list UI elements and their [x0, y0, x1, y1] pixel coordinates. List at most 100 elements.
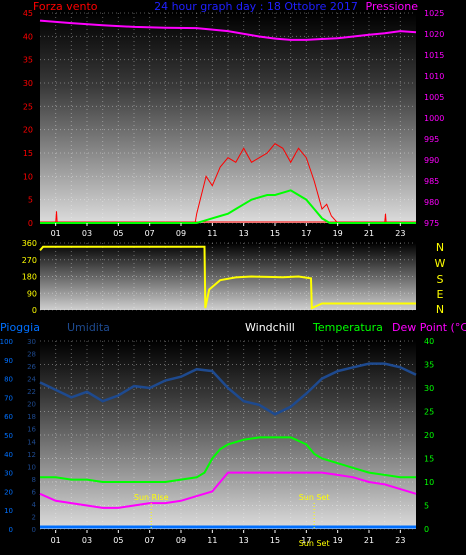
- umidita-y-tick-label: 20: [27, 401, 36, 409]
- wind-y-tick-label: 25: [23, 102, 33, 111]
- x-tick-label: 17: [301, 229, 311, 238]
- x-tick-label: 01: [51, 536, 61, 545]
- wind-pressure-plot-area: [40, 13, 416, 223]
- x-tick-label: 21: [364, 536, 374, 545]
- pressure-y-tick-label: 975: [424, 219, 439, 228]
- temperature-humidity-axes: 0102030405060708090100024681012141618202…: [0, 337, 434, 545]
- pressione-label: Pressione: [366, 0, 419, 13]
- pioggia-y-tick-label: 10: [4, 507, 13, 515]
- temperature-y-tick-label: 0: [424, 525, 429, 534]
- wind-y-tick-label: 20: [23, 126, 33, 135]
- wind-pressure-series: [39, 19, 417, 224]
- x-tick-label: 09: [176, 536, 186, 545]
- direction-y-tick-label: 180: [22, 273, 37, 282]
- sunset-label-bottom: Sun Set: [299, 539, 330, 548]
- direction-y-tick-label: 360: [22, 239, 37, 248]
- pressure-y-tick-label: 1000: [424, 114, 444, 123]
- umidita-y-tick-label: 22: [27, 388, 36, 396]
- pressure-y-tick-label: 1015: [424, 51, 444, 60]
- temperature-humidity-series: [39, 362, 417, 529]
- temperature-y-tick-label: 35: [424, 361, 434, 370]
- wind-direction-series: [39, 245, 416, 310]
- temperature-y-tick-label: 20: [424, 431, 434, 440]
- temperature-humidity-plot-area: [40, 341, 416, 529]
- umidita-y-tick-label: 24: [27, 376, 36, 384]
- x-tick-label: 19: [333, 229, 343, 238]
- x-tick-label: 21: [364, 229, 374, 238]
- umidita-y-tick-label: 4: [32, 501, 37, 509]
- pressure-y-tick-label: 1025: [424, 9, 444, 18]
- wind-direction-grid: [40, 242, 416, 311]
- temperature-line: [40, 436, 416, 483]
- x-tick-label: 13: [239, 229, 249, 238]
- umidita-y-tick-label: 18: [27, 413, 36, 421]
- pressure-y-tick-label: 1010: [424, 72, 444, 81]
- forza-vento-label: Forza vento: [33, 0, 98, 13]
- x-tick-label: 17: [301, 536, 311, 545]
- wind-y-tick-label: 0: [28, 219, 33, 228]
- wind-y-tick-label: 35: [23, 56, 33, 65]
- umidita-y-tick-label: 14: [27, 438, 36, 446]
- wind-direction-axes: 0 90 180 270 360: [22, 239, 37, 315]
- wind-gust-line: [40, 143, 416, 224]
- pressure-y-tick-label: 980: [424, 198, 439, 207]
- pressure-y-tick-label: 995: [424, 135, 439, 144]
- pioggia-y-tick-label: 80: [4, 376, 13, 384]
- x-tick-label: 23: [395, 229, 405, 238]
- temperatura-label: Temperatura: [312, 321, 383, 334]
- dew-point-label: Dew Point (°C): [392, 321, 466, 334]
- x-tick-label: 01: [51, 229, 61, 238]
- temperature-y-tick-label: 25: [424, 408, 434, 417]
- umidita-y-tick-label: 16: [27, 426, 36, 434]
- temperature-y-tick-label: 40: [424, 337, 434, 346]
- umidita-y-tick-label: 8: [32, 476, 36, 484]
- compass-n-top: N: [436, 241, 444, 254]
- direction-y-tick-label: 0: [32, 306, 37, 315]
- graph-date-title: 24 hour graph day : 18 Ottobre 2017: [154, 0, 358, 13]
- x-tick-label: 07: [145, 536, 155, 545]
- wind-pressure-grid: [40, 12, 416, 224]
- x-tick-label: 11: [207, 229, 217, 238]
- pioggia-y-tick-label: 0: [9, 526, 13, 534]
- pressure-y-tick-label: 1020: [424, 30, 444, 39]
- pressure-y-tick-label: 990: [424, 156, 439, 165]
- pioggia-y-tick-label: 50: [4, 432, 13, 440]
- compass-w: W: [435, 257, 446, 270]
- pioggia-y-tick-label: 40: [4, 451, 13, 459]
- pressure-y-tick-label: 985: [424, 177, 439, 186]
- wind-pressure-axes: 0510152025303540459759809859909951000100…: [23, 9, 445, 238]
- wind-avg-line: [40, 189, 416, 224]
- x-tick-label: 15: [270, 229, 280, 238]
- x-tick-label: 19: [333, 536, 343, 545]
- wind-direction-plot-area: [40, 243, 416, 310]
- umidita-y-tick-label: 26: [27, 363, 36, 371]
- sunset-label: Sun Set: [299, 493, 330, 502]
- x-tick-label: 03: [82, 536, 92, 545]
- umidita-label: Umidita: [67, 321, 110, 334]
- wind-direction-line: [39, 245, 416, 310]
- wind-y-tick-label: 40: [23, 32, 33, 41]
- umidita-y-tick-label: 2: [32, 513, 36, 521]
- umidita-y-tick-label: 6: [32, 488, 37, 496]
- pressure-line: [39, 19, 417, 41]
- sunrise-label: Sun Rise: [134, 493, 169, 502]
- direction-y-tick-label: 90: [27, 289, 37, 298]
- temperature-y-tick-label: 15: [424, 455, 434, 464]
- temperature-y-tick-label: 5: [424, 502, 429, 511]
- pioggia-label: Pioggia: [0, 321, 40, 334]
- pioggia-y-tick-label: 100: [0, 338, 13, 346]
- umidita-y-tick-label: 28: [27, 351, 36, 359]
- x-tick-label: 03: [82, 229, 92, 238]
- x-tick-label: 05: [113, 536, 123, 545]
- wind-y-tick-label: 15: [23, 149, 33, 158]
- pioggia-y-tick-label: 60: [4, 413, 13, 421]
- x-tick-label: 05: [113, 229, 123, 238]
- umidita-y-tick-label: 10: [27, 463, 36, 471]
- x-tick-label: 09: [176, 229, 186, 238]
- umidita-y-tick-label: 0: [32, 526, 36, 534]
- x-tick-label: 07: [145, 229, 155, 238]
- direction-y-tick-label: 270: [22, 256, 37, 265]
- temperature-y-tick-label: 30: [424, 384, 434, 393]
- x-tick-label: 11: [207, 536, 217, 545]
- compass-n-bottom: N: [436, 303, 444, 316]
